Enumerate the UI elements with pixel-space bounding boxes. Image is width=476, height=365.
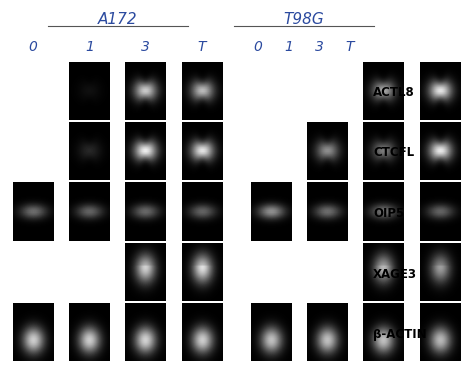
Text: 1: 1 (284, 40, 293, 54)
Text: OIP5: OIP5 (373, 207, 404, 220)
Text: 3: 3 (315, 40, 324, 54)
Text: A172: A172 (98, 12, 137, 27)
Text: 0: 0 (254, 40, 263, 54)
Text: ACTL8: ACTL8 (373, 86, 415, 99)
Text: T98G: T98G (284, 12, 324, 27)
Text: CTCFL: CTCFL (373, 146, 414, 160)
Text: T: T (346, 40, 354, 54)
Text: 3: 3 (141, 40, 150, 54)
Text: β-ACTIN: β-ACTIN (373, 328, 426, 341)
Text: XAGE3: XAGE3 (373, 268, 417, 281)
Text: 0: 0 (29, 40, 38, 54)
Text: 1: 1 (85, 40, 94, 54)
Text: T: T (198, 40, 206, 54)
